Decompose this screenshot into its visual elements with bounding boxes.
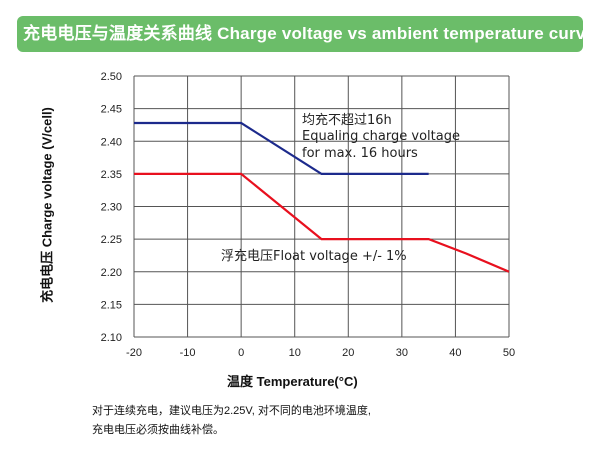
x-tick-label: 30 bbox=[396, 347, 408, 359]
y-tick-label: 2.25 bbox=[101, 234, 122, 246]
equalizing-charge-line bbox=[134, 121, 429, 175]
x-axis-label: 温度 Temperature(°C) bbox=[227, 371, 358, 390]
x-tick-label: 50 bbox=[503, 347, 515, 359]
x-axis-label-cn: 温度 bbox=[227, 374, 254, 389]
annotation-equalizing-limit: for max. 16 hours bbox=[302, 146, 418, 161]
note-line-1: 对于连续充电，建议电压为2.25V, 对不同的电池环境温度, bbox=[92, 405, 371, 417]
y-tick-label: 2.50 bbox=[101, 71, 122, 83]
y-tick-label: 2.15 bbox=[101, 299, 122, 311]
x-tick-label: -20 bbox=[126, 347, 142, 359]
x-tick-label: 0 bbox=[238, 347, 244, 359]
y-tick-label: 2.30 bbox=[101, 202, 122, 214]
y-tick-label: 2.20 bbox=[101, 267, 122, 279]
y-tick-label: 2.35 bbox=[101, 169, 122, 181]
y-tick-label: 2.40 bbox=[101, 136, 122, 148]
y-tick-label: 2.45 bbox=[101, 104, 122, 116]
x-tick-label: -10 bbox=[180, 347, 196, 359]
x-tick-label: 20 bbox=[342, 347, 354, 359]
annotation-float: 浮充电压Float voltage +/- 1% bbox=[221, 248, 407, 264]
annotation-equalizing-en: Equaling charge voltage bbox=[302, 129, 460, 144]
annotation-equalizing-cn: 均充不超过16h bbox=[302, 112, 392, 128]
y-tick-label: 2.10 bbox=[101, 332, 122, 344]
chart-title: 充电电压与温度关系曲线 Charge voltage vs ambient te… bbox=[17, 16, 595, 52]
x-tick-label: 40 bbox=[449, 347, 461, 359]
note-line-2: 充电电压必须按曲线补偿。 bbox=[92, 424, 224, 436]
x-tick-label: 10 bbox=[289, 347, 301, 359]
x-axis-label-en: Temperature(°C) bbox=[256, 374, 358, 389]
float-charge-line bbox=[134, 172, 510, 273]
